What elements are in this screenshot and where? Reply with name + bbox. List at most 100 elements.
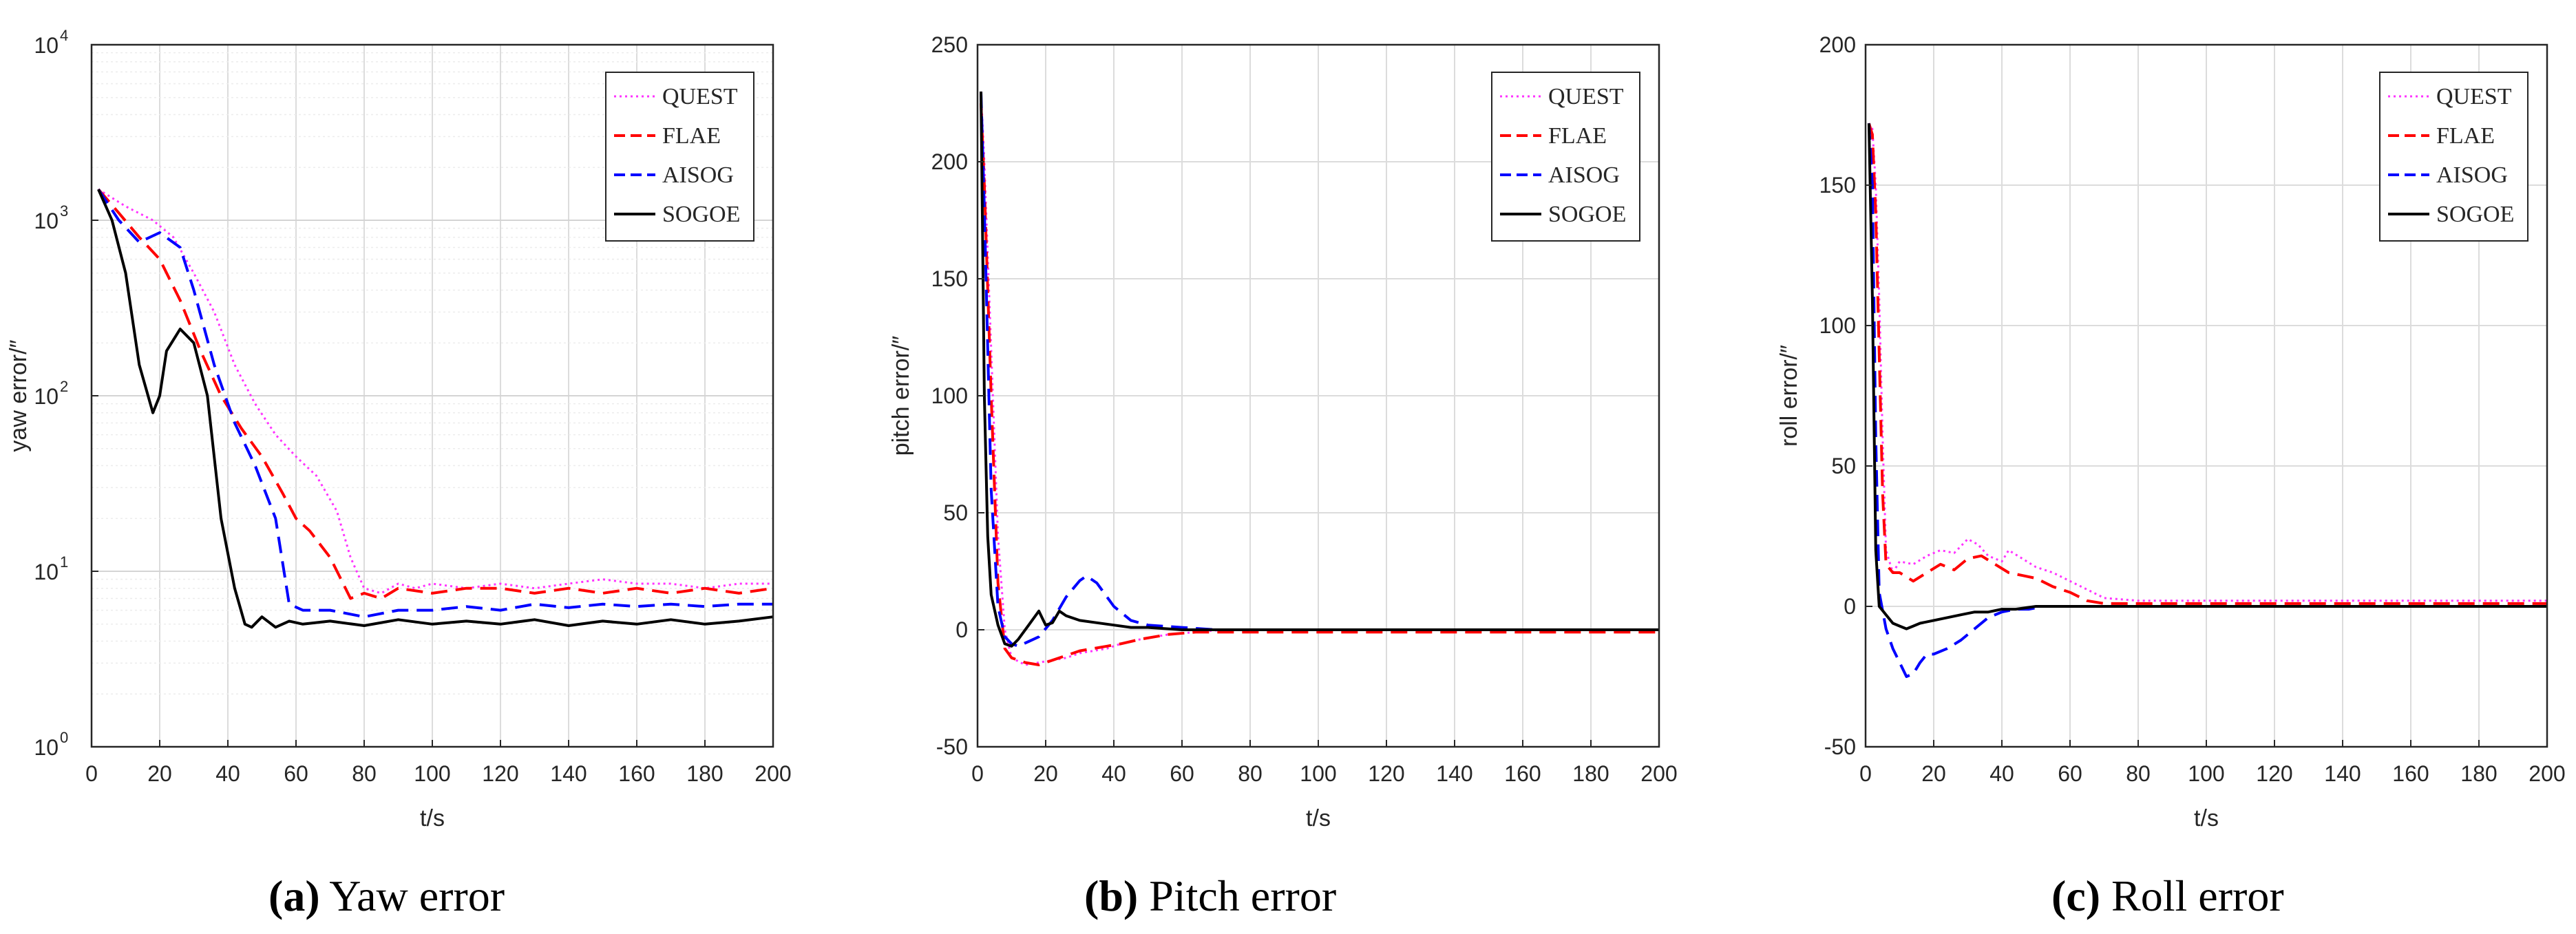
legend: QUEST FLAE AISOG SOGOE — [2379, 72, 2529, 242]
caption-a-text: Yaw error — [329, 871, 505, 920]
x-axis-label: t/s — [2194, 805, 2219, 831]
legend-label-quest: QUEST — [662, 84, 738, 109]
x-tick-label: 200 — [754, 761, 791, 786]
x-axis-label: t/s — [1306, 805, 1331, 831]
x-tick-label: 160 — [1504, 761, 1541, 786]
y-tick-label: 150 — [1819, 173, 1856, 198]
y-tick-label: 100 — [1819, 313, 1856, 338]
legend-label-quest: QUEST — [2436, 84, 2512, 109]
caption-b: (b) Pitch error — [1084, 871, 1336, 922]
legend-label-flae: FLAE — [1548, 123, 1607, 149]
series-line-sogoe — [980, 91, 1659, 648]
y-axis-label: yaw error/″ — [6, 339, 32, 452]
legend-label-aisog: AISOG — [662, 162, 734, 188]
x-tick-label: 20 — [1921, 761, 1946, 786]
y-axis-label: roll error/″ — [1776, 345, 1802, 447]
y-tick-label: -50 — [936, 734, 968, 759]
legend-label-aisog: AISOG — [1548, 162, 1620, 188]
x-tick-label: 0 — [1859, 761, 1872, 786]
x-tick-label: 100 — [414, 761, 450, 786]
legend: QUEST FLAE AISOG SOGOE — [605, 72, 754, 242]
y-tick-exponent: 1 — [60, 553, 68, 571]
y-tick-label: 10 — [34, 33, 59, 58]
y-tick-label: 0 — [1844, 594, 1856, 619]
series-line-sogoe — [97, 189, 774, 629]
x-tick-label: 20 — [147, 761, 172, 786]
y-axis-label: pitch error/″ — [888, 336, 914, 456]
x-tick-label: 100 — [1300, 761, 1336, 786]
y-tick-label: 50 — [943, 500, 968, 525]
x-tick-label: 20 — [1033, 761, 1058, 786]
legend-label-sogoe: SOGOE — [1548, 202, 1626, 227]
y-tick-label: 50 — [1831, 454, 1856, 478]
x-tick-label: 180 — [1572, 761, 1609, 786]
series-group — [97, 188, 774, 629]
legend-label-quest: QUEST — [1548, 84, 1624, 109]
x-tick-label: 100 — [2188, 761, 2224, 786]
x-tick-label: 40 — [1101, 761, 1126, 786]
x-tick-label: 40 — [215, 761, 240, 786]
series-group — [1867, 123, 2547, 678]
y-tick-label: 250 — [931, 32, 968, 57]
caption-c: (c) Roll error — [2051, 871, 2284, 922]
legend-label-sogoe: SOGOE — [2436, 202, 2514, 227]
x-tick-label: 160 — [618, 761, 655, 786]
x-tick-label: 60 — [1170, 761, 1194, 786]
y-tick-label: -50 — [1824, 734, 1856, 759]
series-line-quest — [980, 91, 1659, 666]
x-tick-label: 200 — [1640, 761, 1677, 786]
series-line-quest — [98, 188, 773, 595]
x-tick-label: 160 — [2392, 761, 2429, 786]
legend-label-flae: FLAE — [662, 123, 721, 149]
legend-label-flae: FLAE — [2436, 123, 2495, 149]
series-line-flae — [1867, 123, 2547, 605]
series-line-flae — [980, 103, 1659, 666]
x-tick-label: 40 — [1989, 761, 2014, 786]
series-line-aisog — [97, 188, 773, 619]
x-tick-label: 180 — [686, 761, 723, 786]
x-tick-label: 80 — [352, 761, 377, 786]
y-tick-exponent: 3 — [60, 202, 68, 220]
y-tick-exponent: 2 — [60, 378, 68, 395]
caption-c-label: (c) — [2051, 871, 2101, 920]
legend: QUEST FLAE AISOG SOGOE — [1491, 72, 1640, 242]
series-line-quest — [1868, 123, 2547, 602]
x-tick-label: 80 — [1238, 761, 1263, 786]
x-tick-label: 60 — [2058, 761, 2082, 786]
legend-label-aisog: AISOG — [2436, 162, 2508, 188]
caption-c-text: Roll error — [2111, 871, 2284, 920]
y-tick-label: 10 — [34, 560, 59, 584]
y-tick-label: 200 — [931, 149, 968, 174]
x-tick-label: 80 — [2126, 761, 2151, 786]
x-tick-label: 140 — [550, 761, 587, 786]
y-tick-exponent: 4 — [60, 27, 68, 44]
y-tick-label: 150 — [931, 266, 968, 291]
y-tick-label: 10 — [34, 384, 59, 409]
x-tick-label: 60 — [284, 761, 308, 786]
y-tick-label: 10 — [34, 209, 59, 233]
y-tick-exponent: 0 — [60, 729, 68, 746]
y-tick-label: 100 — [931, 383, 968, 408]
x-tick-label: 120 — [482, 761, 518, 786]
legend-label-sogoe: SOGOE — [662, 202, 740, 227]
caption-a: (a) Yaw error — [268, 871, 505, 922]
y-tick-label: 0 — [956, 617, 968, 642]
x-tick-label: 0 — [971, 761, 984, 786]
x-axis-label: t/s — [420, 805, 445, 831]
series-group — [980, 91, 1659, 666]
caption-b-text: Pitch error — [1149, 871, 1337, 920]
x-tick-label: 200 — [2529, 761, 2565, 786]
x-tick-label: 120 — [2256, 761, 2292, 786]
x-tick-label: 180 — [2460, 761, 2497, 786]
y-tick-label: 10 — [34, 735, 59, 760]
chart-b: 0 20 40 60 80 100 120 140 160 180 200-500501001502… — [888, 32, 1678, 831]
caption-b-label: (b) — [1084, 871, 1139, 920]
series-line-sogoe — [1867, 123, 2547, 630]
x-tick-label: 140 — [1436, 761, 1472, 786]
x-tick-label: 120 — [1368, 761, 1404, 786]
x-tick-label: 140 — [2324, 761, 2361, 786]
y-tick-label: 200 — [1819, 32, 1856, 57]
chart-c: 0 20 40 60 80 100 120 140 160 180 200-500501001502… — [1776, 32, 2566, 831]
